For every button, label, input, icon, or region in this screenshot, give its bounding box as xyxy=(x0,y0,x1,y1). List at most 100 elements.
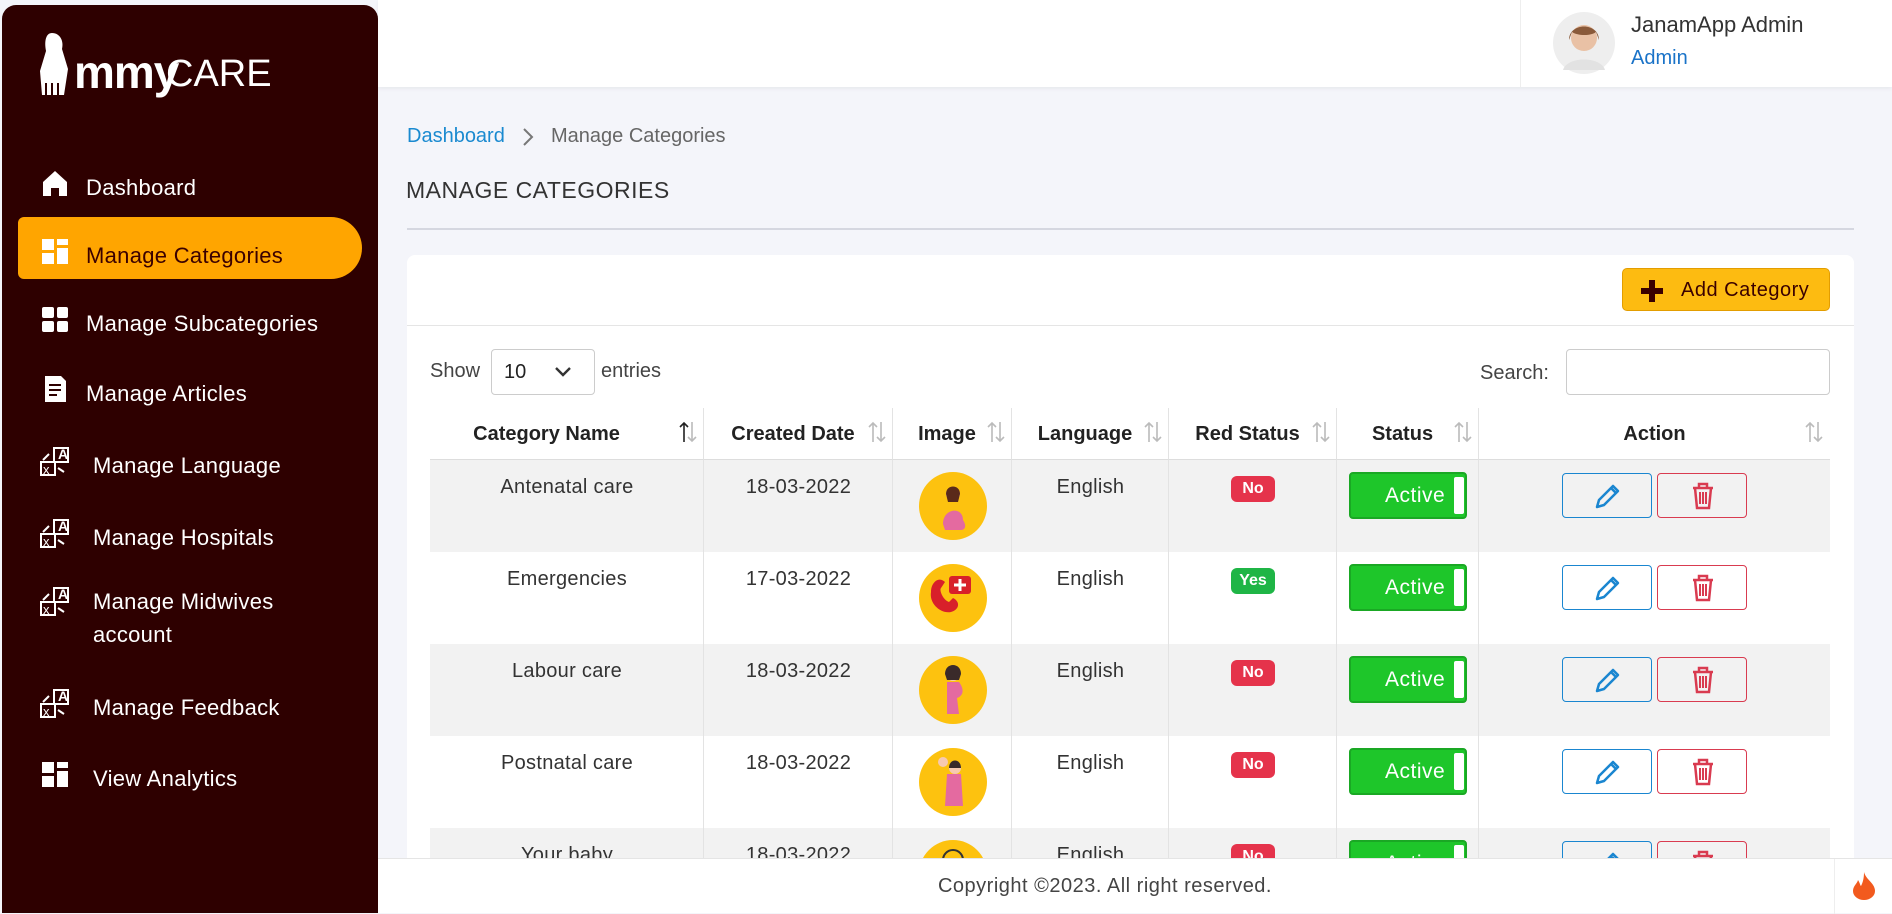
red-status-badge: No xyxy=(1231,476,1275,502)
cell-border xyxy=(1478,460,1479,552)
category-name: Your baby xyxy=(430,844,704,858)
created-date: 18-03-2022 xyxy=(704,844,893,858)
svg-text:x: x xyxy=(43,462,50,476)
cell-border xyxy=(1011,644,1012,736)
table-row: Emergencies17-03-2022EnglishYesActive xyxy=(430,552,1830,644)
edit-button[interactable] xyxy=(1562,565,1652,610)
menu-item[interactable]: Manage Categories xyxy=(86,239,376,272)
cell-border xyxy=(703,552,704,644)
menu-icon xyxy=(40,168,70,198)
delete-button[interactable] xyxy=(1657,749,1747,794)
toggle-knob xyxy=(1454,661,1464,698)
status-toggle[interactable]: Active xyxy=(1349,472,1467,519)
toggle-knob xyxy=(1454,845,1464,858)
cell-border xyxy=(1168,552,1169,644)
menu-item[interactable]: Manage Articles xyxy=(86,377,376,410)
footer-text: Copyright ©2023. All right reserved. xyxy=(378,875,1832,898)
card-header-divider xyxy=(407,325,1854,326)
cell-border xyxy=(703,736,704,828)
edit-button[interactable] xyxy=(1562,841,1652,858)
cell-border xyxy=(892,644,893,736)
menu-item[interactable]: Dashboard xyxy=(86,171,376,204)
sidebar: mmy CARE Dashboard Manage Categories Manag… xyxy=(2,5,378,913)
status-toggle[interactable]: Active xyxy=(1349,840,1467,858)
menu-icon xyxy=(40,304,70,334)
cell-border xyxy=(1478,736,1479,828)
delete-button[interactable] xyxy=(1657,657,1747,702)
category-image xyxy=(919,656,987,724)
logo-brand: mmy xyxy=(74,45,178,99)
menu-icon xyxy=(40,374,70,404)
edit-icon xyxy=(1593,849,1623,858)
cell-border xyxy=(1011,736,1012,828)
user-menu[interactable]: JanamApp Admin Admin xyxy=(1520,0,1892,87)
column-header[interactable]: Action xyxy=(1479,408,1830,460)
menu-icon xyxy=(40,759,70,789)
menu-item[interactable]: Manage Language xyxy=(93,449,383,482)
edit-icon xyxy=(1593,573,1623,603)
logo-suffix: CARE xyxy=(166,53,272,96)
avatar xyxy=(1553,12,1615,74)
plus-icon xyxy=(1641,280,1663,302)
delete-icon xyxy=(1690,481,1716,511)
category-name: Labour care xyxy=(430,660,704,683)
table-row: Antenatal care18-03-2022EnglishNoActive xyxy=(430,460,1830,552)
table: Category NameCreated DateImageLanguageRe… xyxy=(430,408,1830,858)
fire-button[interactable] xyxy=(1834,859,1892,914)
status-toggle[interactable]: Active xyxy=(1349,748,1467,795)
edit-button[interactable] xyxy=(1562,473,1652,518)
sort-icon xyxy=(1804,420,1824,444)
delete-icon xyxy=(1690,849,1716,858)
delete-button[interactable] xyxy=(1657,565,1747,610)
cell-border xyxy=(892,460,893,552)
cell-border xyxy=(1336,460,1337,552)
cell-border xyxy=(1011,460,1012,552)
menu-item[interactable]: Manage Midwives account xyxy=(93,585,323,651)
add-category-button[interactable]: Add Category xyxy=(1622,268,1830,311)
user-role: Admin xyxy=(1631,47,1688,70)
category-name: Antenatal care xyxy=(430,476,704,499)
category-name: Emergencies xyxy=(430,568,704,591)
cell-border xyxy=(703,460,704,552)
menu-icon: Ax xyxy=(40,688,70,718)
divider xyxy=(407,228,1854,230)
column-header[interactable]: Category Name xyxy=(430,408,704,460)
cell-border xyxy=(1336,828,1337,858)
delete-button[interactable] xyxy=(1657,473,1747,518)
menu-icon: Ax xyxy=(40,446,70,476)
sort-icon xyxy=(986,420,1006,444)
sort-icon xyxy=(678,420,698,444)
menu-item[interactable]: Manage Subcategories xyxy=(86,307,376,340)
category-name: Postnatal care xyxy=(430,752,704,775)
search-label: Search: xyxy=(1480,362,1549,385)
delete-icon xyxy=(1690,573,1716,603)
edit-button[interactable] xyxy=(1562,749,1652,794)
language: English xyxy=(1012,844,1169,858)
cell-border xyxy=(1478,644,1479,736)
sort-icon xyxy=(1311,420,1331,444)
edit-button[interactable] xyxy=(1562,657,1652,702)
menu-item[interactable]: View Analytics xyxy=(93,762,383,795)
page-size-value: 10 xyxy=(504,361,526,384)
delete-icon xyxy=(1690,665,1716,695)
page-size-select[interactable]: 10 xyxy=(491,349,595,395)
category-image xyxy=(919,748,987,816)
breadcrumb-link[interactable]: Dashboard xyxy=(407,125,505,148)
status-toggle[interactable]: Active xyxy=(1349,564,1467,611)
cell-border xyxy=(1336,552,1337,644)
delete-button[interactable] xyxy=(1657,841,1747,858)
page-title: MANAGE CATEGORIES xyxy=(406,177,670,204)
language: English xyxy=(1012,568,1169,591)
menu-item[interactable]: Manage Feedback xyxy=(93,691,383,724)
menu-icon xyxy=(40,236,70,266)
search-input[interactable] xyxy=(1566,349,1830,395)
status-toggle[interactable]: Active xyxy=(1349,656,1467,703)
svg-text:x: x xyxy=(43,602,50,616)
breadcrumb-separator xyxy=(521,127,535,147)
created-date: 17-03-2022 xyxy=(704,568,893,591)
menu-item[interactable]: Manage Hospitals xyxy=(93,521,383,554)
svg-text:x: x xyxy=(43,534,50,548)
sort-icon xyxy=(1453,420,1473,444)
column-header[interactable]: Created Date xyxy=(704,408,893,460)
cell-border xyxy=(1478,552,1479,644)
